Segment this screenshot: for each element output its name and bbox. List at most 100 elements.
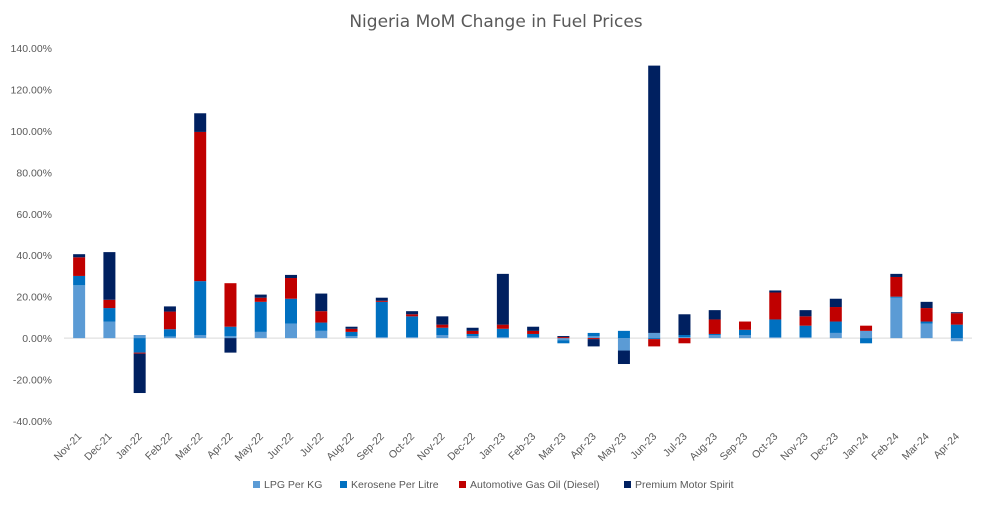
bar-segment	[739, 335, 751, 339]
legend-label: Kerosene Per Litre	[351, 479, 439, 491]
y-tick-label: 20.00%	[16, 292, 52, 304]
bar-segment	[436, 335, 449, 339]
x-tick-label: Jan-22	[114, 431, 145, 462]
bar-segment	[496, 273, 509, 325]
x-tick-label: Sep-22	[354, 431, 387, 464]
bar-segment	[950, 313, 963, 325]
bar-segment	[890, 296, 903, 298]
legend-label: Automotive Gas Oil (Diesel)	[470, 479, 600, 491]
bar-segment	[133, 335, 146, 339]
bar-segment	[799, 310, 812, 317]
bar-segment	[799, 337, 812, 339]
bar-segment	[890, 273, 903, 277]
x-tick-label: Feb-24	[869, 431, 901, 463]
bar-segment	[345, 336, 358, 339]
bar-segment	[496, 337, 509, 339]
chart-title: Nigeria MoM Change in Fuel Prices	[349, 12, 643, 32]
bar-segment	[587, 332, 600, 337]
bar-segment	[73, 257, 86, 276]
bar-segment	[406, 314, 419, 317]
bar-segment	[557, 338, 570, 341]
x-tick-label: Apr-24	[931, 431, 962, 462]
y-tick-label: 100.00%	[11, 126, 52, 138]
bar-segment	[799, 325, 812, 338]
bar-segment	[527, 333, 540, 338]
bar-segment	[708, 310, 721, 320]
bar-segment	[557, 340, 570, 344]
legend-label: Premium Motor Spirit	[635, 479, 734, 491]
x-tick-label: Sep-23	[718, 431, 751, 464]
bar-segment	[194, 335, 207, 339]
x-tick-label: Jun-23	[628, 431, 659, 462]
bar-segment	[194, 113, 207, 132]
x-tick-label: Aug-23	[687, 431, 720, 464]
bar-segment	[950, 338, 963, 342]
bar-segment	[557, 337, 570, 339]
bar-segment	[678, 314, 691, 336]
y-tick-label: 0.00%	[22, 333, 52, 345]
bar-segment	[527, 326, 540, 331]
bar-segment	[73, 275, 86, 286]
bar-segment	[163, 329, 176, 337]
bar-segment	[648, 332, 661, 339]
bar-segment	[436, 324, 449, 328]
x-tick-label: Jun-22	[265, 431, 296, 462]
legend-swatch	[624, 481, 631, 488]
x-tick-label: Nov-23	[778, 431, 811, 464]
bar-segment	[103, 299, 116, 309]
bar-segment	[254, 297, 267, 302]
bar-segment	[194, 281, 207, 336]
x-tick-label: Jul-22	[298, 431, 327, 460]
bar-segment	[860, 325, 873, 331]
bar-segment	[254, 301, 267, 332]
bar-segment	[527, 337, 540, 339]
bar-segment	[617, 338, 630, 351]
bar-segment	[133, 338, 146, 353]
bar-segment	[648, 65, 661, 333]
bar-segment	[466, 333, 479, 337]
bar-segment	[436, 316, 449, 325]
x-tick-label: Apr-23	[568, 431, 599, 462]
bar-segment	[466, 327, 479, 331]
bar-segment	[103, 308, 116, 322]
bar-segment	[194, 131, 207, 282]
bar-segment	[557, 336, 570, 338]
bar-segment	[406, 337, 419, 339]
bar-segment	[224, 338, 237, 353]
bar-segment	[345, 326, 358, 329]
y-tick-label: -40.00%	[13, 416, 52, 428]
bar-segment	[163, 306, 176, 312]
bar-segment	[829, 321, 842, 333]
bar-segment	[133, 352, 146, 354]
bar-segment	[769, 337, 782, 339]
bar-segment	[769, 292, 782, 320]
bar-segment	[315, 293, 328, 312]
bar-segment	[254, 294, 267, 298]
bar-segment	[345, 331, 358, 337]
bar-segment	[860, 338, 873, 344]
bar-segment	[315, 322, 328, 331]
x-tick-label: Nov-22	[415, 431, 448, 464]
bar-segment	[163, 311, 176, 330]
y-tick-label: 120.00%	[11, 84, 52, 96]
legend-swatch	[459, 481, 466, 488]
x-tick-label: Oct-23	[750, 431, 781, 462]
bar-segment	[315, 311, 328, 323]
bar-segment	[375, 297, 388, 301]
x-tick-label: Mar-22	[173, 431, 205, 463]
bar-segment	[648, 339, 661, 347]
x-tick-label: Jan-23	[477, 431, 508, 462]
x-tick-label: Jan-24	[840, 431, 871, 462]
bar-segment	[920, 323, 933, 339]
bar-segment	[285, 278, 297, 299]
bar-segment	[103, 321, 116, 339]
bar-segment	[617, 330, 630, 339]
bar-segment	[920, 301, 933, 309]
bar-segment	[345, 328, 358, 332]
x-tick-label: Feb-23	[506, 431, 538, 463]
bar-segment	[285, 323, 297, 339]
bar-segment	[436, 327, 449, 336]
legend-swatch	[340, 481, 347, 488]
